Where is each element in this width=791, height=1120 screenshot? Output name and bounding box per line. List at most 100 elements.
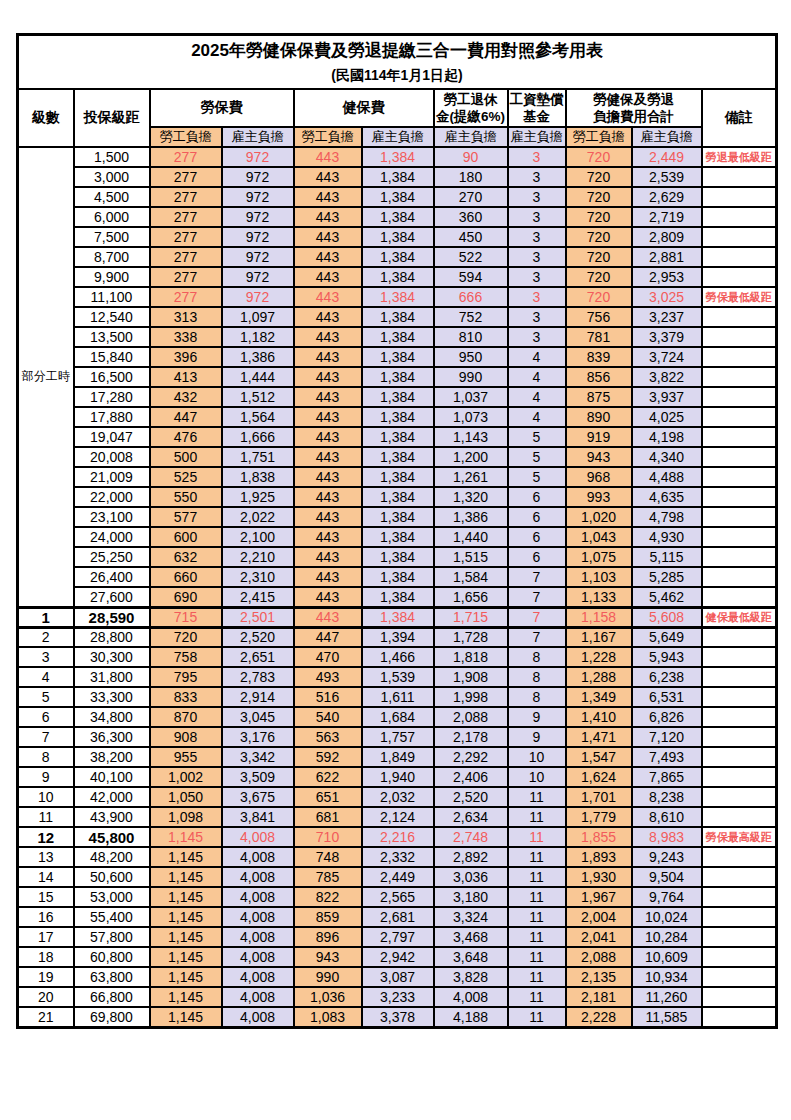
remark-cell bbox=[702, 327, 777, 347]
health-fee-employer-cell: 1,384 bbox=[362, 147, 434, 167]
col-header-pension-line2: 金(提繳6%) bbox=[435, 108, 507, 125]
pension-employer-cell: 1,073 bbox=[434, 407, 508, 427]
labor-fee-employer-cell: 972 bbox=[222, 187, 294, 207]
level-cell: 19 bbox=[18, 967, 74, 987]
labor-fee-employer-cell: 2,520 bbox=[222, 627, 294, 647]
labor-fee-employee-cell: 500 bbox=[150, 447, 222, 467]
labor-fee-employer-cell: 3,342 bbox=[222, 747, 294, 767]
remark-cell bbox=[702, 187, 777, 207]
subheader-health-employee: 勞工負擔 bbox=[294, 127, 362, 147]
col-header-pension-line1: 勞工退休 bbox=[435, 91, 507, 108]
total-employer-cell: 4,198 bbox=[632, 427, 702, 447]
labor-fee-employer-cell: 4,008 bbox=[222, 907, 294, 927]
subheader-health-employer: 雇主負擔 bbox=[362, 127, 434, 147]
remark-cell bbox=[702, 247, 777, 267]
remark-cell bbox=[702, 547, 777, 567]
wage-fund-employer-cell: 11 bbox=[508, 907, 566, 927]
wage-fund-employer-cell: 3 bbox=[508, 327, 566, 347]
health-fee-employer-cell: 2,216 bbox=[362, 827, 434, 847]
wage-fund-employer-cell: 6 bbox=[508, 527, 566, 547]
labor-fee-employer-cell: 4,008 bbox=[222, 927, 294, 947]
table-row: 431,8007952,7834931,5391,90881,2886,238 bbox=[18, 667, 777, 687]
labor-fee-employer-cell: 2,310 bbox=[222, 567, 294, 587]
health-fee-employee-cell: 443 bbox=[294, 567, 362, 587]
col-header-labor-fee: 勞保費 bbox=[150, 89, 294, 127]
remark-cell bbox=[702, 307, 777, 327]
total-employer-cell: 2,629 bbox=[632, 187, 702, 207]
table-row: 1042,0001,0503,6756512,0322,520111,7018,… bbox=[18, 787, 777, 807]
total-employer-cell: 7,493 bbox=[632, 747, 702, 767]
level-cell: 12 bbox=[18, 827, 74, 847]
health-fee-employer-cell: 1,384 bbox=[362, 407, 434, 427]
health-fee-employer-cell: 1,384 bbox=[362, 207, 434, 227]
total-employee-cell: 1,624 bbox=[566, 767, 632, 787]
subheader-labor-employer: 雇主負擔 bbox=[222, 127, 294, 147]
remark-cell bbox=[702, 407, 777, 427]
bracket-cell: 16,500 bbox=[74, 367, 150, 387]
total-employer-cell: 3,237 bbox=[632, 307, 702, 327]
labor-fee-employee-cell: 476 bbox=[150, 427, 222, 447]
table-body: 部分工時1,5002779724431,3849037202,449勞退最低級距… bbox=[18, 147, 777, 1027]
subheader-labor-employee: 勞工負擔 bbox=[150, 127, 222, 147]
table-row: 17,2804321,5124431,3841,03748753,937 bbox=[18, 387, 777, 407]
labor-fee-employer-cell: 1,182 bbox=[222, 327, 294, 347]
labor-fee-employee-cell: 1,145 bbox=[150, 827, 222, 847]
total-employer-cell: 2,719 bbox=[632, 207, 702, 227]
health-fee-employee-cell: 443 bbox=[294, 447, 362, 467]
remark-cell: 勞退最低級距 bbox=[702, 147, 777, 167]
total-employer-cell: 5,608 bbox=[632, 607, 702, 627]
wage-fund-employer-cell: 10 bbox=[508, 767, 566, 787]
remark-cell bbox=[702, 847, 777, 867]
labor-fee-employee-cell: 1,145 bbox=[150, 927, 222, 947]
remark-cell bbox=[702, 167, 777, 187]
total-employee-cell: 2,135 bbox=[566, 967, 632, 987]
remark-cell bbox=[702, 987, 777, 1007]
bracket-cell: 36,300 bbox=[74, 727, 150, 747]
labor-fee-employer-cell: 972 bbox=[222, 267, 294, 287]
remark-cell bbox=[702, 907, 777, 927]
wage-fund-employer-cell: 6 bbox=[508, 507, 566, 527]
subheader-total-employee: 勞工負擔 bbox=[566, 127, 632, 147]
total-employee-cell: 720 bbox=[566, 287, 632, 307]
labor-fee-employee-cell: 833 bbox=[150, 687, 222, 707]
health-fee-employer-cell: 1,384 bbox=[362, 367, 434, 387]
labor-fee-employee-cell: 908 bbox=[150, 727, 222, 747]
remark-cell bbox=[702, 427, 777, 447]
remark-cell bbox=[702, 887, 777, 907]
labor-fee-employer-cell: 972 bbox=[222, 227, 294, 247]
page-title: 2025年勞健保保費及勞退提繳三合一費用對照參考用表 bbox=[19, 38, 775, 64]
bracket-cell: 38,200 bbox=[74, 747, 150, 767]
table-row: 15,8403961,3864431,38495048393,724 bbox=[18, 347, 777, 367]
health-fee-employer-cell: 1,466 bbox=[362, 647, 434, 667]
total-employer-cell: 5,943 bbox=[632, 647, 702, 667]
wage-fund-employer-cell: 11 bbox=[508, 1007, 566, 1027]
pension-employer-cell: 950 bbox=[434, 347, 508, 367]
table-row: 128,5907152,5014431,3841,71571,1585,608健… bbox=[18, 607, 777, 627]
labor-fee-employer-cell: 1,386 bbox=[222, 347, 294, 367]
health-fee-employer-cell: 1,384 bbox=[362, 307, 434, 327]
wage-fund-employer-cell: 7 bbox=[508, 587, 566, 607]
col-header-pension: 勞工退休 金(提繳6%) bbox=[434, 89, 508, 127]
fee-table: 2025年勞健保保費及勞退提繳三合一費用對照參考用表 (民國114年1月1日起)… bbox=[16, 33, 778, 1029]
labor-fee-employee-cell: 1,145 bbox=[150, 947, 222, 967]
pension-employer-cell: 1,515 bbox=[434, 547, 508, 567]
labor-fee-employer-cell: 4,008 bbox=[222, 847, 294, 867]
labor-fee-employee-cell: 577 bbox=[150, 507, 222, 527]
remark-cell bbox=[702, 567, 777, 587]
total-employee-cell: 720 bbox=[566, 227, 632, 247]
total-employee-cell: 720 bbox=[566, 247, 632, 267]
table-row: 7,5002779724431,38445037202,809 bbox=[18, 227, 777, 247]
health-fee-employer-cell: 1,384 bbox=[362, 487, 434, 507]
bracket-cell: 6,000 bbox=[74, 207, 150, 227]
table-row: 21,0095251,8384431,3841,26159684,488 bbox=[18, 467, 777, 487]
health-fee-employee-cell: 447 bbox=[294, 627, 362, 647]
pension-employer-cell: 1,908 bbox=[434, 667, 508, 687]
table-row: 16,5004131,4444431,38499048563,822 bbox=[18, 367, 777, 387]
total-employer-cell: 4,025 bbox=[632, 407, 702, 427]
table-row: 533,3008332,9145161,6111,99881,3496,531 bbox=[18, 687, 777, 707]
health-fee-employee-cell: 443 bbox=[294, 527, 362, 547]
wage-fund-employer-cell: 5 bbox=[508, 427, 566, 447]
pension-employer-cell: 1,440 bbox=[434, 527, 508, 547]
table-row: 736,3009083,1765631,7572,17891,4717,120 bbox=[18, 727, 777, 747]
labor-fee-employee-cell: 1,145 bbox=[150, 907, 222, 927]
